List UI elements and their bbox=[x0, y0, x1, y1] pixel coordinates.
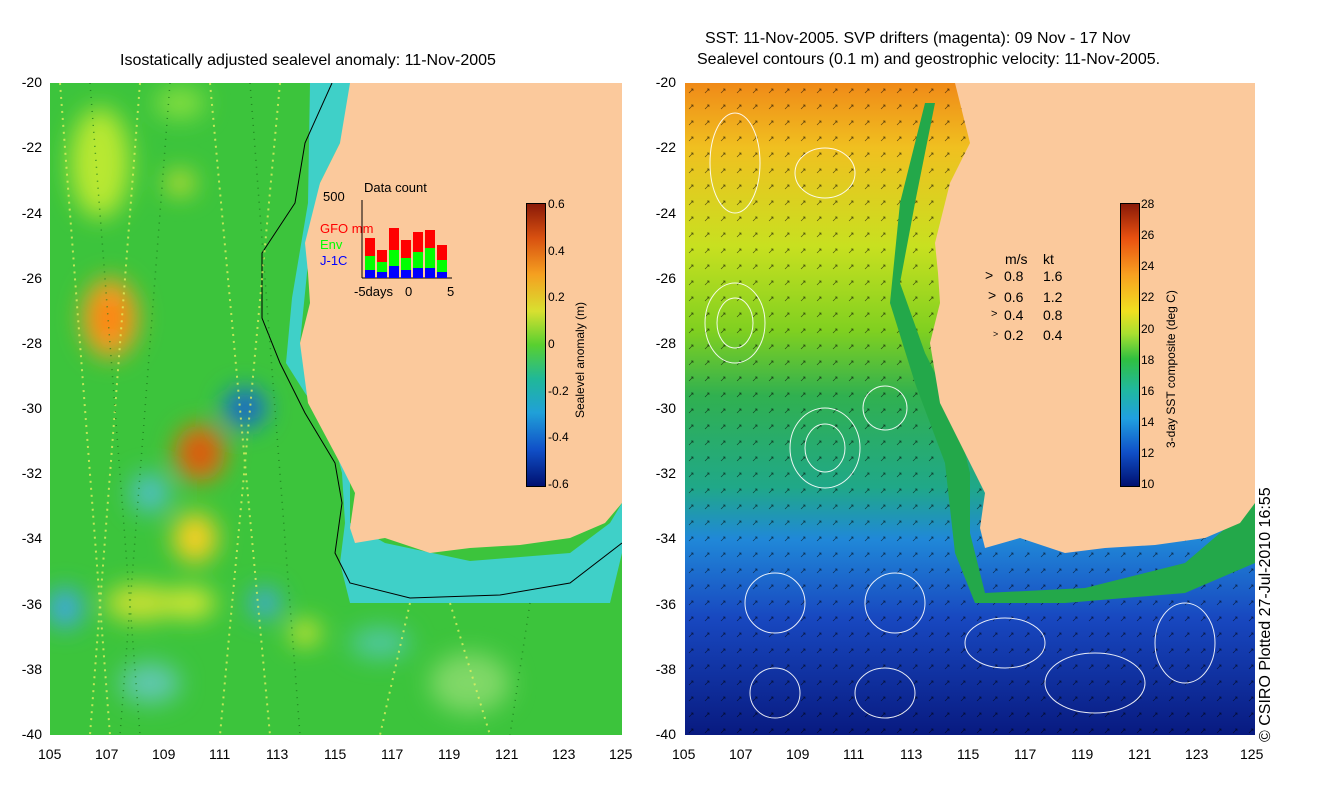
sealevel-cb-tick: -0.4 bbox=[548, 430, 569, 444]
x-tick: 109 bbox=[152, 746, 176, 762]
sst-cb-tick: 18 bbox=[1141, 353, 1155, 367]
x-tick: 105 bbox=[672, 746, 696, 762]
sealevel-cb-tick: 0.4 bbox=[548, 244, 565, 258]
inset-legend-j1c: J-1C bbox=[320, 253, 348, 268]
x-tick: 111 bbox=[843, 746, 865, 762]
y-tick: -34 bbox=[655, 530, 676, 546]
sst-colorbar bbox=[1120, 203, 1140, 487]
velocity-legend-kt: 0.8 bbox=[1043, 307, 1063, 323]
velocity-legend-ms: 0.8 bbox=[1004, 268, 1024, 284]
x-tick: 121 bbox=[495, 746, 519, 762]
sst-cb-tick: 24 bbox=[1141, 259, 1155, 273]
velocity-legend-kt: 0.4 bbox=[1043, 327, 1063, 343]
y-tick: -32 bbox=[655, 465, 676, 481]
x-tick: 121 bbox=[1128, 746, 1152, 762]
y-tick: -22 bbox=[21, 139, 42, 155]
y-tick: -24 bbox=[21, 205, 42, 221]
y-tick: -20 bbox=[21, 74, 42, 90]
sst-cb-tick: 26 bbox=[1141, 228, 1155, 242]
sst-cb-title: 3-day SST composite (deg C) bbox=[1164, 290, 1178, 448]
y-tick: -20 bbox=[655, 74, 676, 90]
y-tick: -32 bbox=[21, 465, 42, 481]
y-tick: -38 bbox=[655, 661, 676, 677]
sst-cb-tick: 22 bbox=[1141, 290, 1155, 304]
x-tick: 115 bbox=[957, 746, 980, 762]
y-tick: -28 bbox=[655, 335, 676, 351]
right-panel-title-line2: Sealevel contours (0.1 m) and geostrophi… bbox=[697, 51, 1161, 68]
x-tick: 105 bbox=[38, 746, 62, 762]
x-tick: 119 bbox=[1071, 746, 1094, 762]
sst-cb-tick: 14 bbox=[1141, 415, 1155, 429]
right-panel-title-line1: SST: 11-Nov-2005. SVP drifters (magenta)… bbox=[705, 30, 1131, 47]
velocity-legend-arrow-icon: > bbox=[985, 267, 994, 283]
y-tick: -30 bbox=[655, 400, 676, 416]
sst-cb-tick: 12 bbox=[1141, 446, 1155, 460]
x-tick: 109 bbox=[786, 746, 810, 762]
inset-legend-env: Env bbox=[320, 237, 343, 252]
sst-map bbox=[685, 83, 1255, 735]
inset-ymax: 500 bbox=[323, 189, 345, 204]
x-tick: 119 bbox=[438, 746, 461, 762]
x-tick: 125 bbox=[609, 746, 633, 762]
sealevel-colorbar bbox=[526, 203, 546, 487]
inset-title: Data count bbox=[364, 180, 427, 195]
sst-cb-tick: 16 bbox=[1141, 384, 1155, 398]
velocity-legend-ms: 0.2 bbox=[1004, 327, 1024, 343]
sst-cb-tick: 28 bbox=[1141, 197, 1155, 211]
y-tick: -30 bbox=[21, 400, 42, 416]
velocity-legend-arrow-icon: > bbox=[993, 329, 999, 339]
velocity-legend-ms: 0.4 bbox=[1004, 307, 1024, 323]
x-tick: 107 bbox=[729, 746, 753, 762]
x-tick: 113 bbox=[266, 746, 289, 762]
inset-bars bbox=[365, 228, 447, 278]
sealevel-cb-tick: 0.2 bbox=[548, 290, 565, 304]
velocity-legend-header-ms: m/s bbox=[1005, 251, 1028, 267]
sealevel-cb-tick: 0.6 bbox=[548, 197, 565, 211]
inset-legend-gfo: GFO mm bbox=[320, 221, 374, 236]
velocity-legend-arrow-icon: > bbox=[991, 308, 998, 320]
inset-xtick-0: 0 bbox=[405, 284, 413, 299]
x-tick: 111 bbox=[209, 746, 231, 762]
velocity-legend-ms: 0.6 bbox=[1004, 289, 1024, 305]
x-tick: 107 bbox=[95, 746, 119, 762]
y-tick: -38 bbox=[21, 661, 42, 677]
y-tick: -40 bbox=[655, 726, 676, 742]
inset-xtick-neg5: -5days bbox=[354, 284, 394, 299]
sst-cb-tick: 10 bbox=[1141, 477, 1155, 491]
inset-xtick-5: 5 bbox=[447, 284, 455, 299]
y-tick: -26 bbox=[21, 270, 42, 286]
velocity-legend-kt: 1.6 bbox=[1043, 268, 1063, 284]
y-tick: -34 bbox=[21, 530, 42, 546]
velocity-legend-arrow-icon: > bbox=[988, 287, 997, 303]
velocity-legend-kt: 1.2 bbox=[1043, 289, 1063, 305]
x-tick: 113 bbox=[900, 746, 923, 762]
velocity-legend-header-kt: kt bbox=[1043, 251, 1054, 267]
y-tick: -26 bbox=[655, 270, 676, 286]
left-panel-title: Isostatically adjusted sealevel anomaly:… bbox=[120, 52, 496, 69]
x-tick: 123 bbox=[1185, 746, 1209, 762]
x-tick: 117 bbox=[381, 746, 404, 762]
x-tick: 117 bbox=[1014, 746, 1037, 762]
x-tick: 125 bbox=[1240, 746, 1264, 762]
y-tick: -36 bbox=[655, 596, 676, 612]
x-tick: 115 bbox=[324, 746, 347, 762]
credit-text: © CSIRO Plotted 27-Jul-2010 16:55 bbox=[1257, 487, 1274, 742]
sealevel-cb-tick: -0.2 bbox=[548, 384, 569, 398]
y-tick: -36 bbox=[21, 596, 42, 612]
y-tick: -24 bbox=[655, 205, 676, 221]
sealevel-cb-title: Sealevel anomaly (m) bbox=[573, 301, 587, 418]
y-tick: -40 bbox=[21, 726, 42, 742]
y-tick: -22 bbox=[655, 139, 676, 155]
sst-cb-tick: 20 bbox=[1141, 322, 1155, 336]
y-tick: -28 bbox=[21, 335, 42, 351]
sealevel-cb-tick: 0 bbox=[548, 337, 555, 351]
x-tick: 123 bbox=[552, 746, 576, 762]
sealevel-cb-tick: -0.6 bbox=[548, 477, 569, 491]
